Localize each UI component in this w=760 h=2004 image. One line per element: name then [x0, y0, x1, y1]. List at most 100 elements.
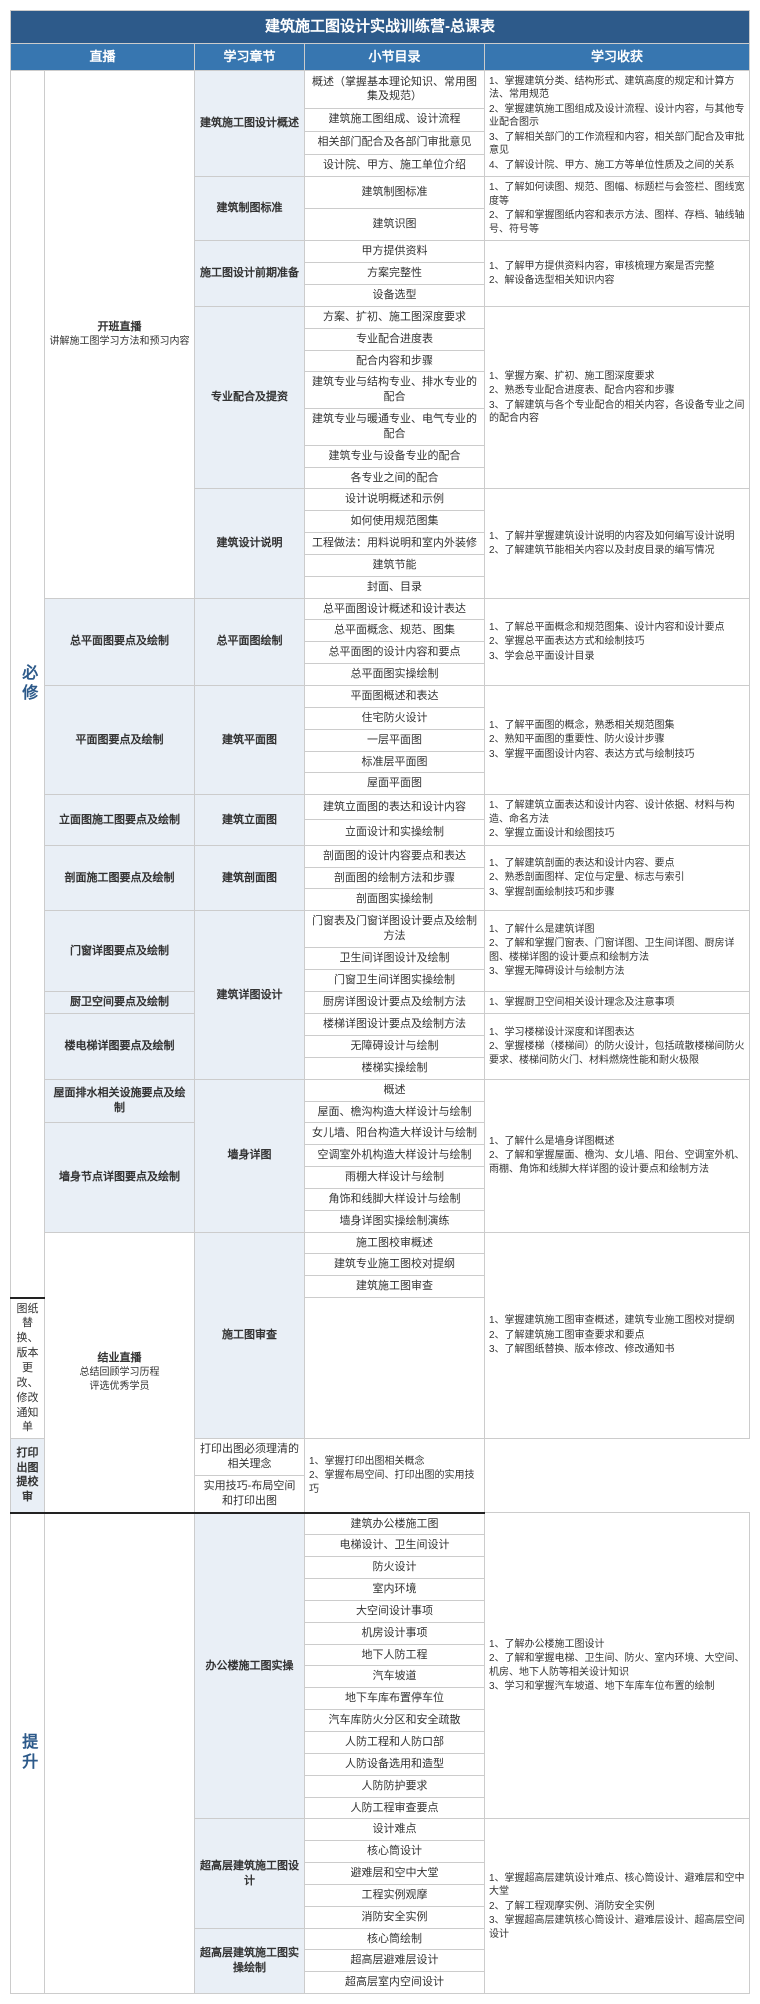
- chap-6: 总平面图绘制: [195, 598, 305, 685]
- sec: 总平面图实操绘制: [305, 664, 485, 686]
- sec: 空调室外机构造大样设计与绘制: [305, 1145, 485, 1167]
- title: 建筑施工图设计实战训练营-总课表: [11, 11, 750, 44]
- sec: 地下车库布置停车位: [305, 1688, 485, 1710]
- gain-12: 1、掌握建筑施工图审查概述，建筑专业施工图校对提纲2、了解建筑施工图审查要求和要…: [485, 1232, 750, 1439]
- topic-11a: 屋面排水相关设施要点及绘制: [45, 1079, 195, 1123]
- chap-7: 建筑平面图: [195, 686, 305, 795]
- sec: 概述: [305, 1079, 485, 1101]
- sec: 厨房详图设计要点及绘制方法: [305, 991, 485, 1014]
- topic-10c: 楼电梯详图要点及绘制: [45, 1014, 195, 1080]
- gain-14: 1、了解办公楼施工图设计2、了解和掌握电梯、卫生间、防火、室内环境、大空间、机房…: [485, 1513, 750, 1819]
- sec: 建筑专业与结构专业、排水专业的配合: [305, 372, 485, 409]
- h-section: 小节目录: [305, 44, 485, 71]
- sec: 一层平面图: [305, 729, 485, 751]
- sec: 建筑制图标准: [305, 177, 485, 209]
- gain-4: 1、掌握方案、扩初、施工图深度要求2、熟悉专业配合进度表、配合内容和步骤3、了解…: [485, 306, 750, 489]
- sec: 建筑立面图的表达和设计内容: [305, 795, 485, 820]
- sec: 工程实例观摩: [305, 1884, 485, 1906]
- sec: 设备选型: [305, 284, 485, 306]
- sec: 各专业之间的配合: [305, 467, 485, 489]
- sec: 建筑办公楼施工图: [305, 1513, 485, 1535]
- sec: 立面设计和实操绘制: [305, 820, 485, 845]
- gain-6: 1、了解总平面概念和规范图集、设计内容和设计要点2、掌握总平面表达方式和绘制技巧…: [485, 598, 750, 685]
- sec: 避难层和空中大堂: [305, 1863, 485, 1885]
- sec: 人防设备选用和造型: [305, 1753, 485, 1775]
- sec: 设计说明概述和示例: [305, 489, 485, 511]
- sec: 建筑施工图审查: [305, 1276, 485, 1298]
- sec: 住宅防火设计: [305, 707, 485, 729]
- sec: 无障碍设计与绘制: [305, 1035, 485, 1057]
- gain-15: 1、掌握超高层建筑设计难点、核心筒设计、避难层和空中大堂2、了解工程观摩实例、消…: [485, 1819, 750, 1994]
- sec: 卫生间详图设计及绘制: [305, 947, 485, 969]
- sec: 屋面、檐沟构造大样设计与绘制: [305, 1101, 485, 1123]
- gain-9: 1、了解建筑剖面的表达和设计内容、要点2、熟悉剖面图样、定位与定量、标志与索引3…: [485, 845, 750, 911]
- topic-7: 平面图要点及绘制: [45, 686, 195, 795]
- gain-5: 1、了解并掌握建筑设计说明的内容及如何编写设计说明2、了解建筑节能相关内容以及封…: [485, 489, 750, 598]
- chap-9: 建筑剖面图: [195, 845, 305, 911]
- sec: 工程做法：用料说明和室内外装修: [305, 533, 485, 555]
- gain-10a: 1、了解什么是建筑详图2、了解和掌握门窗表、门窗详图、卫生间详图、厨房详图、楼梯…: [485, 911, 750, 991]
- sec: 室内环境: [305, 1579, 485, 1601]
- gain-8: 1、了解建筑立面表达和设计内容、设计依据、材料与构造、命名方法2、掌握立面设计和…: [485, 795, 750, 846]
- gain-10b: 1、掌握厨卫空间相关设计理念及注意事项: [485, 991, 750, 1014]
- sec: 门窗表及门窗详图设计要点及绘制方法: [305, 911, 485, 948]
- gain-7: 1、了解平面图的概念，熟悉相关规范图集2、熟知平面图的重要性、防火设计步骤3、掌…: [485, 686, 750, 795]
- sec: 门窗卫生间详图实操绘制: [305, 969, 485, 991]
- sec: 屋面平面图: [305, 773, 485, 795]
- sec: 建筑识图: [305, 209, 485, 241]
- sec: 楼梯实操绘制: [305, 1057, 485, 1079]
- chap-13: 打印出图提校审: [11, 1439, 45, 1513]
- level-a: 必修: [11, 70, 45, 1297]
- sec: 总平面概念、规范、图集: [305, 620, 485, 642]
- sec: 平面图概述和表达: [305, 686, 485, 708]
- sec: 打印出图必须理清的相关理念: [195, 1439, 305, 1476]
- sec: 大空间设计事项: [305, 1600, 485, 1622]
- sec: 超高层避难层设计: [305, 1950, 485, 1972]
- sec: 核心筒设计: [305, 1841, 485, 1863]
- sec: 建筑节能: [305, 554, 485, 576]
- topic-8: 立面图施工图要点及绘制: [45, 795, 195, 846]
- sec: 墙身详图实操绘制演练: [305, 1210, 485, 1232]
- gain-13: 1、掌握打印出图相关概念2、掌握布局空间、打印出图的实用技巧: [305, 1439, 485, 1513]
- chap-14: 办公楼施工图实操: [195, 1513, 305, 1819]
- sec: 方案完整性: [305, 263, 485, 285]
- sec: 方案、扩初、施工图深度要求: [305, 306, 485, 328]
- chap-12: 施工图审查: [195, 1232, 305, 1439]
- sec: 总平面图设计概述和设计表达: [305, 598, 485, 620]
- syllabus-table: 建筑施工图设计实战训练营-总课表 直播 学习章节 小节目录 学习收获 必修 开班…: [10, 10, 750, 1994]
- chap-16: 超高层建筑施工图实操绘制: [195, 1928, 305, 1994]
- live-empty: [45, 1513, 195, 1994]
- live-open: 开班直播讲解施工图学习方法和预习内容: [45, 70, 195, 598]
- h-live: 直播: [11, 44, 195, 71]
- sec: 建筑专业施工图校对提纲: [305, 1254, 485, 1276]
- h-chapter: 学习章节: [195, 44, 305, 71]
- chap-3: 施工图设计前期准备: [195, 241, 305, 307]
- topic-10a: 门窗详图要点及绘制: [45, 911, 195, 991]
- chap-1: 建筑施工图设计概述: [195, 70, 305, 177]
- sec: 建筑专业与暖通专业、电气专业的配合: [305, 409, 485, 446]
- topic-9: 剖面施工图要点及绘制: [45, 845, 195, 911]
- sec: 实用技巧-布局空间和打印出图: [195, 1475, 305, 1512]
- sec: 汽车库防火分区和安全疏散: [305, 1710, 485, 1732]
- sec: 机房设计事项: [305, 1622, 485, 1644]
- sec: 超高层室内空间设计: [305, 1972, 485, 1994]
- sec: 封面、目录: [305, 576, 485, 598]
- sec: 建筑专业与设备专业的配合: [305, 445, 485, 467]
- sec: 电梯设计、卫生间设计: [305, 1535, 485, 1557]
- sec: 角饰和线脚大样设计与绘制: [305, 1188, 485, 1210]
- sec: 防火设计: [305, 1557, 485, 1579]
- chap-5: 建筑设计说明: [195, 489, 305, 598]
- topic-11b: 墙身节点详图要点及绘制: [45, 1123, 195, 1232]
- sec: 人防工程审查要点: [305, 1797, 485, 1819]
- sec: 汽车坡道: [305, 1666, 485, 1688]
- chap-10: 建筑详图设计: [195, 911, 305, 1079]
- gain-11: 1、了解什么是墙身详图概述2、了解和掌握屋面、檐沟、女儿墙、阳台、空调室外机、雨…: [485, 1079, 750, 1232]
- h-gain: 学习收获: [485, 44, 750, 71]
- sec: 人防工程和人防口部: [305, 1732, 485, 1754]
- sec: 楼梯详图设计要点及绘制方法: [305, 1014, 485, 1036]
- gain-3: 1、了解甲方提供资料内容，审核梳理方案是否完整2、解设备选型相关知识内容: [485, 241, 750, 307]
- sec: 剖面图的设计内容要点和表达: [305, 845, 485, 867]
- sec: 设计难点: [305, 1819, 485, 1841]
- chap-15: 超高层建筑施工图设计: [195, 1819, 305, 1928]
- sec: 雨棚大样设计与绘制: [305, 1167, 485, 1189]
